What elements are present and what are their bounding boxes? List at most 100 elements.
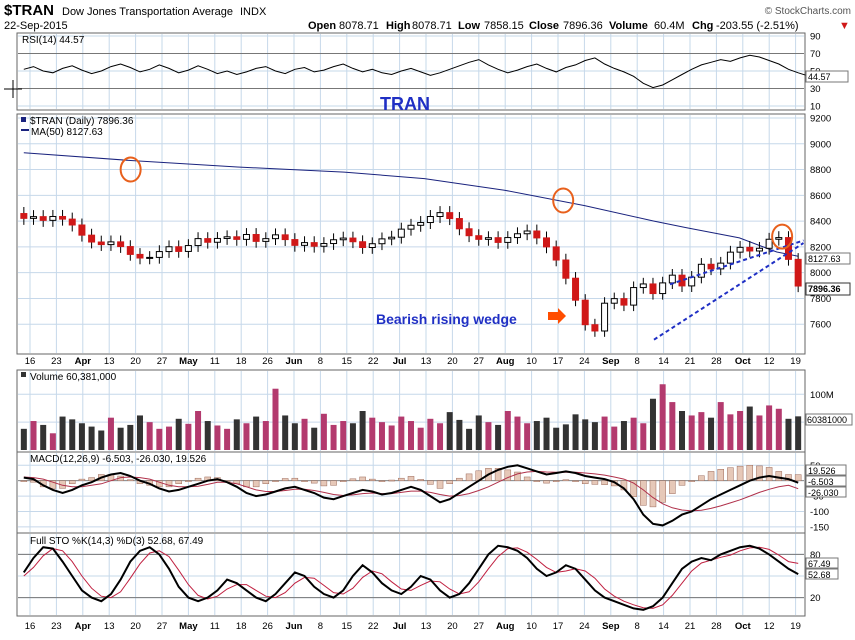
candle-body bbox=[165, 246, 173, 253]
macd-histogram-bar bbox=[678, 480, 686, 486]
x-tick-label: 10 bbox=[526, 356, 537, 367]
y-tick-label: 9000 bbox=[810, 139, 831, 150]
candle-body bbox=[659, 282, 667, 295]
annotation-circle bbox=[119, 156, 142, 183]
volume-current-value: 60381000 bbox=[807, 415, 847, 425]
price-title: $TRAN (Daily) 7896.36 bbox=[30, 116, 134, 127]
volume-bar bbox=[795, 416, 802, 450]
candle-body bbox=[523, 230, 531, 235]
volume-bar bbox=[59, 416, 66, 450]
volume-value: 60.4M bbox=[654, 20, 685, 32]
high-value: 8078.71 bbox=[412, 20, 452, 32]
annotation-circle bbox=[771, 223, 794, 250]
y-tick-label: -100 bbox=[810, 507, 829, 518]
x-tick-label: Oct bbox=[735, 621, 752, 632]
y-tick-label: 8000 bbox=[810, 268, 831, 279]
candle-body bbox=[726, 251, 734, 264]
x-tick-label: Aug bbox=[496, 621, 515, 632]
macd-histogram-bar bbox=[707, 471, 715, 481]
x-tick-label: Apr bbox=[75, 356, 92, 367]
x-tick-label: Apr bbox=[75, 621, 92, 632]
volume-bar bbox=[69, 419, 76, 450]
y-tick-label: 100M bbox=[810, 390, 834, 401]
volume-bar bbox=[49, 433, 56, 450]
stoch-k-value: 52.68 bbox=[808, 570, 831, 580]
volume-bar bbox=[553, 427, 560, 450]
chart-date: 22-Sep-2015 bbox=[4, 20, 68, 32]
open-label: Open bbox=[308, 20, 336, 32]
volume-bar bbox=[495, 424, 502, 450]
candle-body bbox=[475, 235, 483, 240]
x-tick-label: 14 bbox=[658, 356, 669, 367]
stoch-d-line bbox=[23, 546, 799, 609]
macd-histogram-bar bbox=[562, 479, 570, 481]
volume-bar bbox=[737, 411, 744, 450]
volume-bar bbox=[591, 422, 598, 450]
volume-bar bbox=[369, 417, 376, 450]
volume-label: Volume bbox=[609, 20, 648, 32]
volume-bar bbox=[504, 411, 511, 450]
volume-bar bbox=[166, 426, 173, 450]
macd-histogram-bar bbox=[310, 480, 318, 484]
volume-bar bbox=[427, 418, 434, 450]
candle-body bbox=[49, 215, 57, 221]
x-tick-label: 14 bbox=[658, 621, 669, 632]
volume-bar bbox=[98, 430, 105, 450]
open-value: 8078.71 bbox=[339, 20, 379, 32]
x-tick-label: 19 bbox=[790, 356, 801, 367]
candle-body bbox=[291, 239, 299, 246]
stoch-panel: 80 20 Full STO %K(14,3) %D(3) 52.68, 67.4… bbox=[16, 532, 839, 617]
x-tick-label: 12 bbox=[764, 621, 775, 632]
macd-histogram-bar bbox=[349, 478, 357, 481]
volume-bar bbox=[378, 422, 385, 450]
volume-bar bbox=[408, 421, 414, 450]
high-label: High bbox=[386, 20, 411, 32]
candle-body bbox=[310, 242, 318, 247]
macd-histogram-bar bbox=[794, 474, 802, 481]
candle-body bbox=[378, 238, 386, 245]
volume-bar bbox=[572, 414, 579, 450]
candle-body bbox=[746, 246, 754, 252]
x-tick-label: 27 bbox=[474, 621, 485, 632]
x-tick-label: 26 bbox=[262, 356, 273, 367]
macd-histogram-bar bbox=[669, 480, 676, 494]
volume-title: Volume 60,381,000 bbox=[30, 372, 117, 383]
volume-legend-swatch bbox=[21, 372, 26, 377]
candle-body bbox=[610, 298, 618, 304]
macd-histogram-bar bbox=[523, 476, 531, 481]
volume-bar bbox=[514, 416, 521, 450]
stoch-d-badge bbox=[805, 557, 839, 569]
rsi-current-value: 44.57 bbox=[808, 72, 831, 82]
volume-bar bbox=[127, 424, 134, 450]
volume-bar bbox=[282, 415, 289, 450]
candle-body bbox=[697, 263, 705, 278]
candle-body bbox=[233, 236, 241, 240]
exchange: INDX bbox=[240, 6, 267, 18]
candle-body bbox=[78, 224, 86, 236]
candle-body bbox=[533, 230, 541, 239]
close-badge-value: 7896.36 bbox=[808, 284, 841, 294]
candle-body bbox=[552, 246, 560, 261]
macd-title: MACD(12,26,9) -6.503, -26.030, 19.526 bbox=[30, 454, 207, 465]
macd-histogram-bar bbox=[417, 479, 424, 481]
low-value: 7858.15 bbox=[484, 20, 524, 32]
x-tick-label: 16 bbox=[25, 356, 36, 367]
y-tick-label: 90 bbox=[810, 32, 821, 43]
macd-histogram-bar bbox=[727, 467, 734, 481]
volume-bar bbox=[301, 418, 308, 450]
y-tick-label: 7600 bbox=[810, 320, 831, 331]
y-tick-label: 7800 bbox=[810, 294, 831, 305]
candle-body bbox=[794, 258, 802, 287]
volume-bar bbox=[630, 417, 637, 450]
candle-body bbox=[426, 216, 434, 224]
volume-bar bbox=[311, 427, 318, 450]
candle-body bbox=[484, 237, 492, 240]
low-label: Low bbox=[458, 20, 480, 32]
x-tick-label: May bbox=[179, 356, 198, 367]
x-tick-label: 27 bbox=[157, 621, 168, 632]
volume-bar bbox=[533, 421, 540, 450]
candle-body bbox=[39, 216, 47, 221]
x-tick-label: 28 bbox=[711, 356, 722, 367]
candle-body bbox=[465, 228, 473, 237]
